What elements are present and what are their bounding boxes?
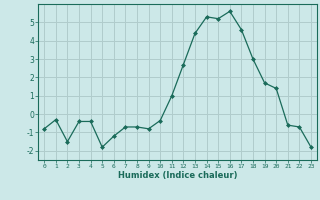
X-axis label: Humidex (Indice chaleur): Humidex (Indice chaleur) <box>118 171 237 180</box>
